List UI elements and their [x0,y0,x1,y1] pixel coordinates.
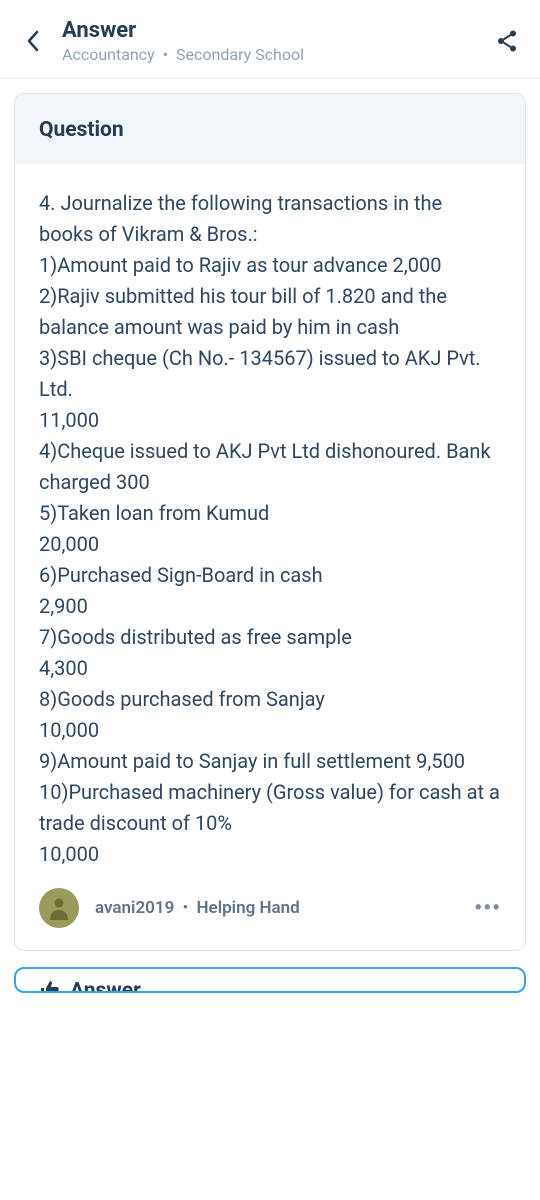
question-line: 10,000 [39,715,501,746]
question-card-header: Question [15,94,525,164]
asker-username: avani2019 [95,898,174,918]
question-body: 4. Journalize the following transactions… [15,164,525,888]
question-line: 7)Goods distributed as free sample [39,622,501,653]
question-line: 11,000 [39,405,501,436]
question-label: Question [39,118,501,142]
header-text-block: Answer Accountancy • Secondary School [62,18,494,64]
breadcrumb: Accountancy • Secondary School [62,45,494,64]
thumb-up-icon [40,979,60,993]
question-line: 8)Goods purchased from Sanjay [39,684,501,715]
question-line: 10,000 [39,839,501,870]
question-line: 10)Purchased machinery (Gross value) for… [39,777,501,839]
share-icon[interactable] [494,29,520,53]
question-text: 4. Journalize the following transactions… [39,188,501,870]
breadcrumb-level[interactable]: Secondary School [176,45,304,64]
question-line: 2)Rajiv submitted his tour bill of 1.820… [39,281,501,343]
meta-separator: • [183,898,189,918]
breadcrumb-subject[interactable]: Accountancy [62,45,155,64]
question-line: 5)Taken loan from Kumud [39,498,501,529]
question-card: Question 4. Journalize the following tra… [14,93,526,951]
more-options-icon[interactable]: ••• [474,896,501,921]
page-header: Answer Accountancy • Secondary School [0,0,540,79]
page-title: Answer [62,18,494,43]
breadcrumb-separator: • [163,45,168,64]
question-line: 9)Amount paid to Sanjay in full settleme… [39,746,501,777]
avatar[interactable] [39,888,79,928]
answer-card-peek[interactable]: Answer [14,967,526,993]
asker-meta[interactable]: avani2019 • Helping Hand [95,898,474,918]
back-icon[interactable] [20,29,46,53]
content-area: Question 4. Journalize the following tra… [0,79,540,993]
question-line: 6)Purchased Sign-Board in cash [39,560,501,591]
question-line: 3)SBI cheque (Ch No.- 134567) issued to … [39,343,501,405]
asker-rank: Helping Hand [197,898,300,918]
question-line: 2,900 [39,591,501,622]
question-line: 4. Journalize the following transactions… [39,188,501,250]
question-line: 1)Amount paid to Rajiv as tour advance 2… [39,250,501,281]
asker-row: avani2019 • Helping Hand ••• [15,888,525,950]
answer-card-label: Answer [70,979,141,993]
question-line: 4)Cheque issued to AKJ Pvt Ltd dishonour… [39,436,501,498]
question-line: 4,300 [39,653,501,684]
question-line: 20,000 [39,529,501,560]
